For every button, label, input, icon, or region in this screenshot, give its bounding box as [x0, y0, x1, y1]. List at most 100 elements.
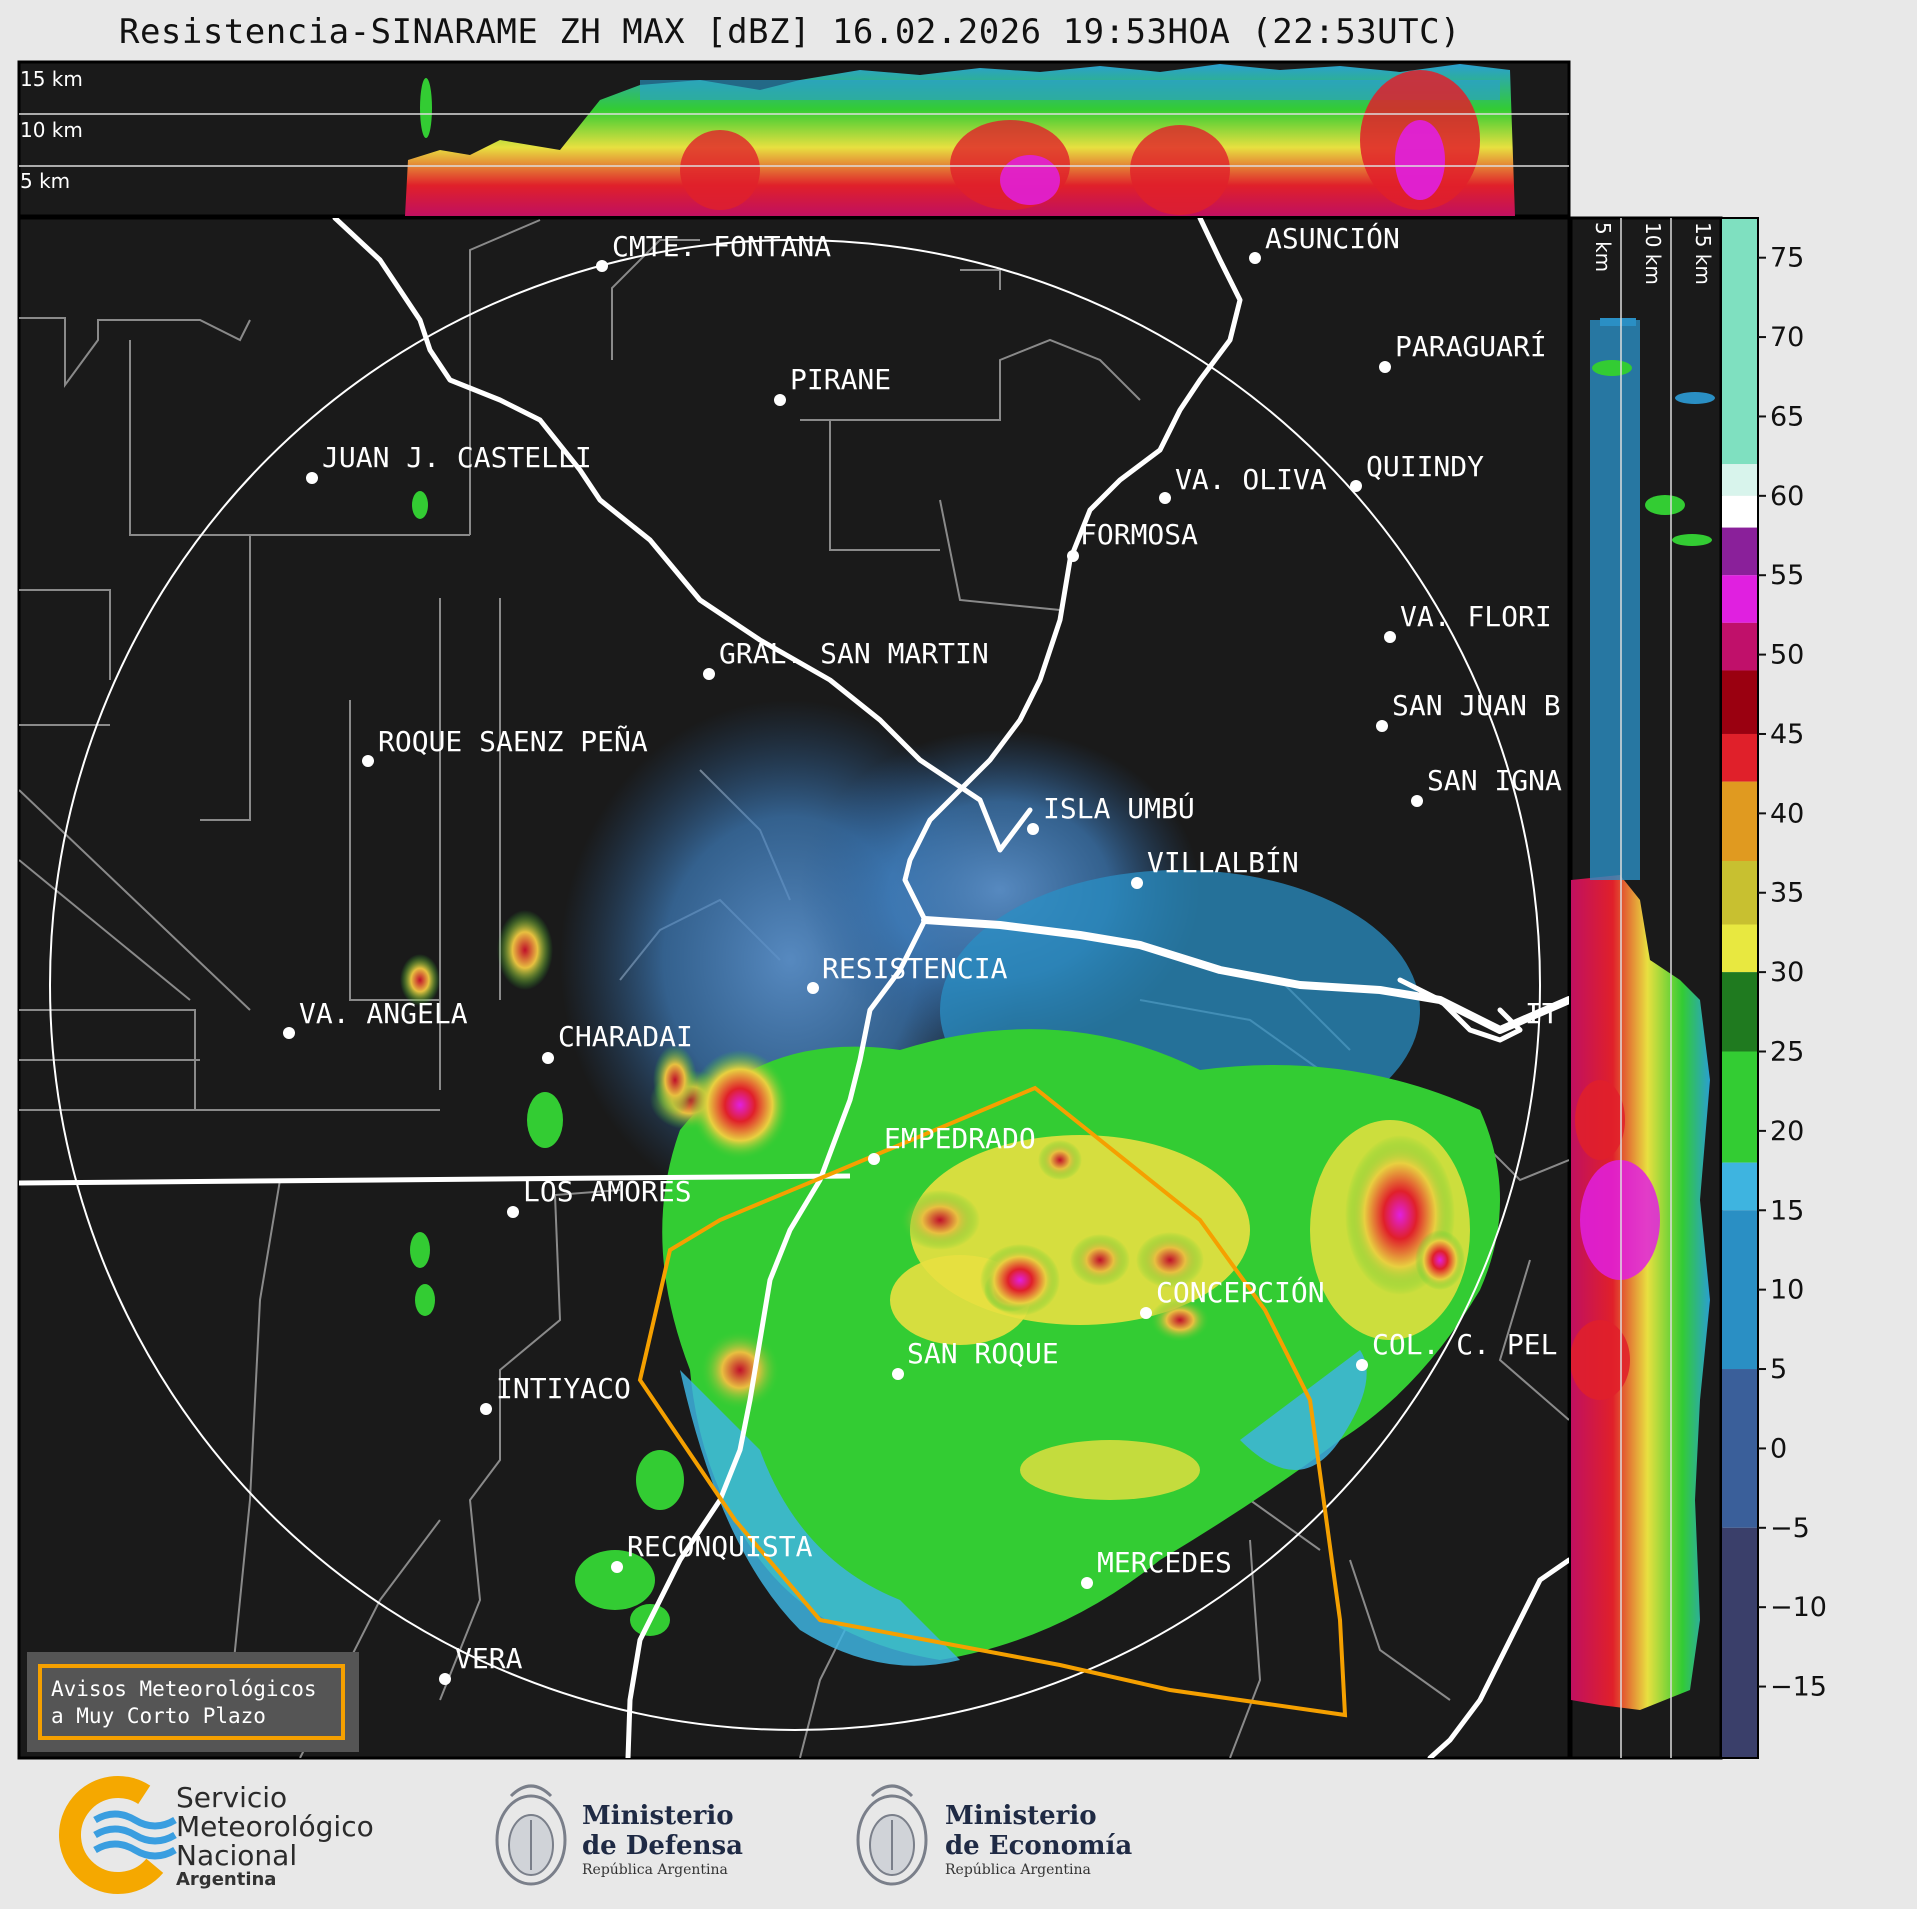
colorbar-tick-label: −10	[1770, 1592, 1827, 1623]
smn-line-2: Meteorológico	[176, 1810, 374, 1843]
city-it: IT	[1525, 997, 1559, 1030]
city-vera: VERA	[439, 1642, 523, 1685]
svg-text:RECONQUISTA: RECONQUISTA	[627, 1530, 813, 1563]
city-intiyaco: INTIYACO	[480, 1372, 631, 1415]
city-asuncion: ASUNCIÓN	[1249, 221, 1400, 264]
city-paraguari: PARAGUARÍ	[1379, 329, 1547, 373]
svg-text:IT: IT	[1525, 997, 1559, 1030]
svg-text:PIRANE: PIRANE	[790, 363, 891, 396]
colorbar-tick-label: 15	[1770, 1195, 1804, 1226]
city-villalbin: VILLALBÍN	[1131, 845, 1299, 889]
economia-line-2: de Economía	[945, 1831, 1133, 1861]
colorbar-tick-label: 0	[1770, 1433, 1787, 1464]
colorbar-tick-label: 10	[1770, 1275, 1804, 1306]
city-gral-san-martin: GRAL. SAN MARTIN	[703, 637, 989, 680]
colorbar-tick-label: 35	[1770, 878, 1804, 909]
city-san-roque: SAN ROQUE	[892, 1337, 1059, 1380]
colorbar-band	[1721, 495, 1758, 528]
colorbar-band	[1721, 464, 1758, 496]
top-height-label-10: 10 km	[20, 118, 83, 142]
side-cross-section-panel: 5 km 10 km 15 km	[1569, 216, 1723, 1760]
colorbar-band	[1721, 575, 1758, 623]
svg-text:VERA: VERA	[455, 1642, 523, 1675]
city-pirane: PIRANE	[774, 363, 891, 406]
colorbar-band	[1721, 781, 1758, 861]
colorbar-tick-label: 25	[1770, 1037, 1804, 1068]
colorbar-tick-label: 50	[1770, 640, 1804, 671]
colorbar-tick-label: 5	[1770, 1354, 1787, 1385]
smn-line-4: Argentina	[176, 1869, 277, 1890]
colorbar-tick-label: 30	[1770, 957, 1804, 988]
svg-text:INTIYACO: INTIYACO	[496, 1372, 631, 1405]
svg-text:VA. FLORI: VA. FLORI	[1400, 600, 1552, 633]
province-boundary	[19, 1173, 851, 1186]
colorbar-tick-label: 75	[1770, 243, 1804, 274]
side-height-label-5: 5 km	[1591, 222, 1615, 272]
city-resistencia: RESISTENCIA	[807, 952, 1008, 994]
city-quiindy: QUIINDY	[1350, 450, 1484, 492]
colorbar-tick-label: 65	[1770, 401, 1804, 432]
colorbar-band	[1721, 218, 1758, 465]
smn-name: Servicio Meteorológico Nacional Argentin…	[176, 1783, 374, 1890]
svg-text:ASUNCIÓN: ASUNCIÓN	[1265, 221, 1400, 255]
city-san-juan-b: SAN JUAN B	[1376, 689, 1561, 732]
reflectivity-echoes	[400, 491, 1500, 1666]
colorbar-tick-label: 70	[1770, 322, 1804, 353]
economia-emblem	[856, 1784, 928, 1886]
warning-line-1: Avisos Meteorológicos	[51, 1677, 317, 1701]
colorbar-band	[1721, 1210, 1758, 1370]
warning-legend-box[interactable]: Avisos Meteorológicos a Muy Corto Plazo	[27, 1652, 359, 1752]
colorbar-band	[1721, 972, 1758, 1052]
colorbar-tick-label: 40	[1770, 798, 1804, 829]
map-title: Resistencia-SINARAME ZH MAX [dBZ] 16.02.…	[118, 12, 1462, 52]
city-markers: CMTE. FONTANA ASUNCIÓN PARAGUARÍ PIRANE …	[283, 221, 1562, 1685]
svg-text:ROQUE SAENZ PEÑA: ROQUE SAENZ PEÑA	[378, 724, 648, 758]
smn-line-1: Servicio	[176, 1781, 288, 1814]
svg-text:QUIINDY: QUIINDY	[1366, 450, 1484, 483]
city-roque-saenz-pena: ROQUE SAENZ PEÑA	[362, 724, 648, 767]
defensa-name: Ministerio de Defensa República Argentin…	[582, 1801, 743, 1879]
colorbar-tick-label: −5	[1770, 1513, 1810, 1544]
svg-text:ISLA UMBÚ: ISLA UMBÚ	[1043, 791, 1195, 825]
defensa-line-2: de Defensa	[582, 1831, 743, 1861]
defensa-line-3: República Argentina	[582, 1862, 728, 1878]
city-juan-j-castelli: JUAN J. CASTELLI	[306, 441, 592, 484]
city-reconquista: RECONQUISTA	[611, 1530, 813, 1573]
colorbar-band	[1721, 733, 1758, 782]
side-height-label-10: 10 km	[1641, 222, 1665, 285]
city-va-flori: VA. FLORI	[1384, 600, 1552, 643]
svg-text:EMPEDRADO: EMPEDRADO	[884, 1122, 1036, 1155]
svg-text:VA. OLIVA: VA. OLIVA	[1175, 463, 1327, 496]
smn-logo	[59, 1776, 177, 1894]
city-va-angela: VA. ANGELA	[283, 997, 468, 1039]
svg-text:SAN IGNA: SAN IGNA	[1427, 764, 1562, 797]
top-height-label-5: 5 km	[20, 169, 70, 193]
smn-line-3: Nacional	[176, 1839, 298, 1872]
economia-name: Ministerio de Economía República Argenti…	[945, 1801, 1132, 1879]
svg-text:PARAGUARÍ: PARAGUARÍ	[1395, 329, 1547, 363]
colorbar-band	[1721, 1162, 1758, 1211]
colorbar-band	[1721, 670, 1758, 734]
svg-text:GRAL. SAN MARTIN: GRAL. SAN MARTIN	[719, 637, 989, 670]
city-formosa: FORMOSA	[1067, 518, 1198, 562]
defensa-line-1: Ministerio	[582, 1801, 734, 1831]
colorbar-tick-label: 45	[1770, 719, 1804, 750]
range-ring	[49, 239, 1541, 1731]
city-col-c-pel: COL. C. PEL	[1356, 1328, 1557, 1371]
colorbar-band	[1721, 924, 1758, 973]
svg-text:RESISTENCIA: RESISTENCIA	[822, 952, 1008, 985]
colorbar-tick-label: 55	[1770, 560, 1804, 591]
city-charadai: CHARADAI	[542, 1020, 693, 1064]
svg-text:JUAN J. CASTELLI: JUAN J. CASTELLI	[322, 441, 592, 474]
economia-line-3: República Argentina	[945, 1862, 1091, 1878]
top-cross-section-panel: 15 km 10 km 5 km	[17, 60, 1571, 218]
city-empedrado: EMPEDRADO	[868, 1122, 1036, 1165]
city-mercedes: MERCEDES	[1081, 1546, 1232, 1589]
warning-polygon	[637, 1085, 1348, 1718]
colorbar-band	[1721, 1369, 1758, 1528]
colorbar-band	[1721, 1527, 1758, 1758]
svg-text:SAN JUAN B: SAN JUAN B	[1392, 689, 1561, 722]
colorbar-band	[1721, 527, 1758, 576]
